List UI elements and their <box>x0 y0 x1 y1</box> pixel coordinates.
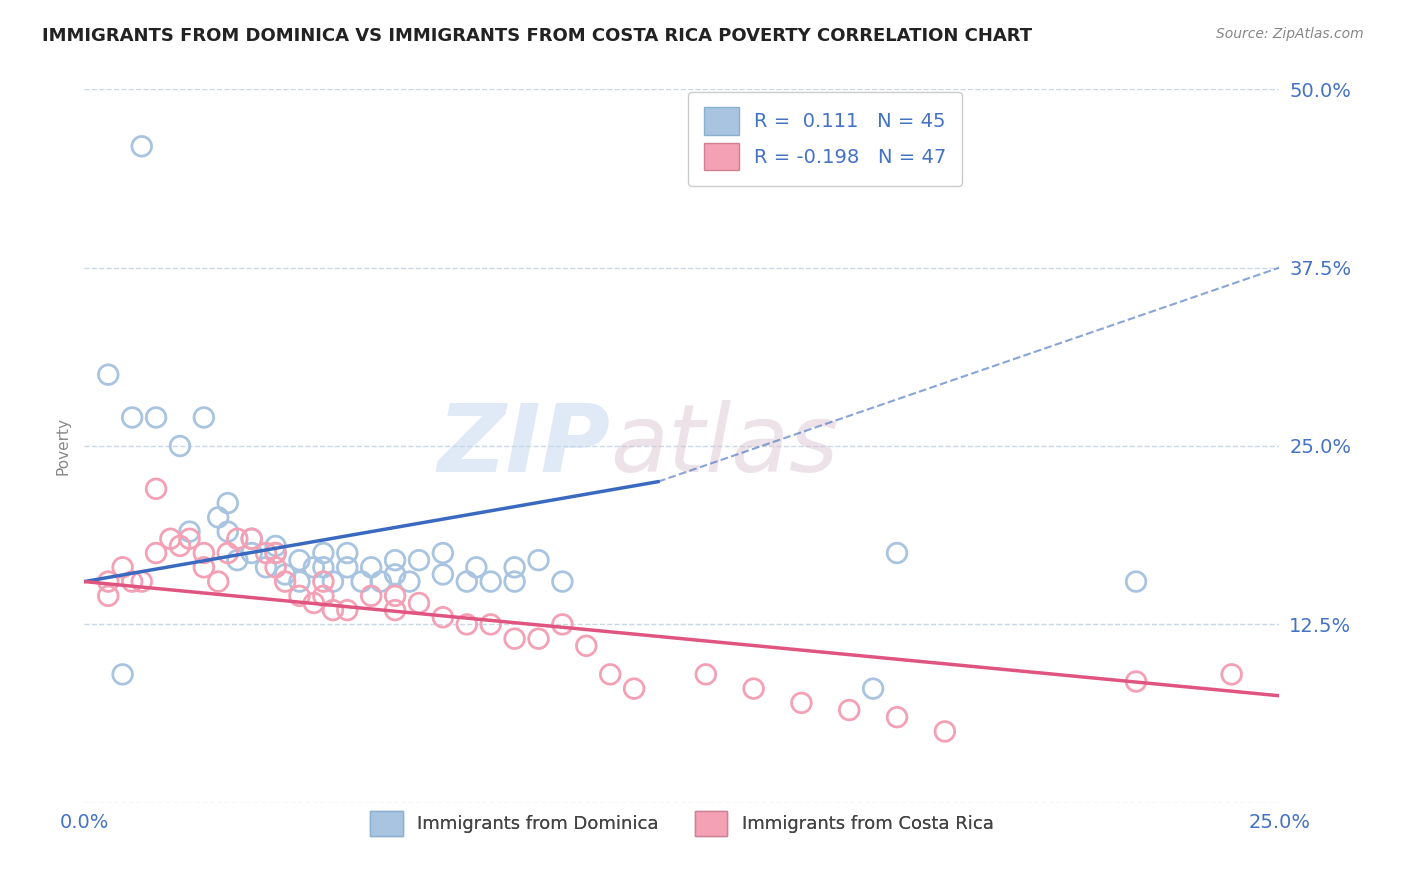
Point <box>336 603 359 617</box>
Text: atlas: atlas <box>610 401 838 491</box>
Point <box>408 553 430 567</box>
Point <box>384 603 406 617</box>
Point <box>159 532 181 546</box>
Point <box>240 532 263 546</box>
Point <box>838 703 860 717</box>
Point <box>288 589 311 603</box>
Point <box>97 574 120 589</box>
Point <box>479 574 502 589</box>
Point <box>254 560 277 574</box>
Point <box>322 574 344 589</box>
Point <box>862 681 884 696</box>
Point <box>179 532 201 546</box>
Point <box>408 596 430 610</box>
Point <box>551 574 574 589</box>
Point <box>97 368 120 382</box>
Text: ZIP: ZIP <box>437 400 610 492</box>
Point <box>432 610 454 624</box>
Point <box>527 553 550 567</box>
Point <box>742 681 765 696</box>
Point <box>111 667 134 681</box>
Point <box>111 560 134 574</box>
Point <box>432 567 454 582</box>
Point <box>432 546 454 560</box>
Point <box>336 546 359 560</box>
Point <box>121 410 143 425</box>
Point <box>193 546 215 560</box>
Point <box>503 574 526 589</box>
Point <box>479 617 502 632</box>
Point <box>384 567 406 582</box>
Point <box>264 539 287 553</box>
Point <box>264 560 287 574</box>
Point <box>312 560 335 574</box>
Point <box>121 574 143 589</box>
Point <box>302 596 325 610</box>
Point <box>217 524 239 539</box>
Point <box>226 532 249 546</box>
Point <box>551 617 574 632</box>
Point <box>288 553 311 567</box>
Point <box>312 546 335 560</box>
Point <box>1125 674 1147 689</box>
Point <box>217 546 239 560</box>
Point <box>97 589 120 603</box>
Point <box>695 667 717 681</box>
Point <box>623 681 645 696</box>
Point <box>350 574 373 589</box>
Point <box>193 560 215 574</box>
Point <box>145 546 167 560</box>
Point <box>503 632 526 646</box>
Point <box>274 574 297 589</box>
Point <box>193 410 215 425</box>
Point <box>336 560 359 574</box>
Point <box>1220 667 1243 681</box>
Point <box>886 710 908 724</box>
Y-axis label: Poverty: Poverty <box>55 417 70 475</box>
Point <box>131 139 153 153</box>
Point <box>145 482 167 496</box>
Point <box>312 589 335 603</box>
Point <box>384 553 406 567</box>
Point <box>254 546 277 560</box>
Text: IMMIGRANTS FROM DOMINICA VS IMMIGRANTS FROM COSTA RICA POVERTY CORRELATION CHART: IMMIGRANTS FROM DOMINICA VS IMMIGRANTS F… <box>42 27 1032 45</box>
Point <box>169 439 191 453</box>
Point <box>207 574 229 589</box>
Point <box>886 546 908 560</box>
Point <box>575 639 598 653</box>
Point <box>398 574 420 589</box>
Point <box>217 496 239 510</box>
Point <box>240 546 263 560</box>
Point <box>312 574 335 589</box>
Point <box>599 667 621 681</box>
Point <box>503 560 526 574</box>
Point <box>527 632 550 646</box>
Point <box>322 603 344 617</box>
Point <box>1125 574 1147 589</box>
Point <box>240 532 263 546</box>
Point <box>207 510 229 524</box>
Text: Source: ZipAtlas.com: Source: ZipAtlas.com <box>1216 27 1364 41</box>
Point <box>934 724 956 739</box>
Point <box>226 553 249 567</box>
Legend: Immigrants from Dominica, Immigrants from Costa Rica: Immigrants from Dominica, Immigrants fro… <box>356 797 1008 851</box>
Point <box>384 589 406 603</box>
Point <box>131 574 153 589</box>
Point <box>456 617 478 632</box>
Point <box>302 560 325 574</box>
Point <box>145 410 167 425</box>
Point <box>264 546 287 560</box>
Point <box>456 574 478 589</box>
Point <box>465 560 488 574</box>
Point <box>274 567 297 582</box>
Point <box>360 560 382 574</box>
Point <box>360 589 382 603</box>
Point <box>264 546 287 560</box>
Point <box>790 696 813 710</box>
Point <box>370 574 392 589</box>
Point <box>179 524 201 539</box>
Point <box>169 539 191 553</box>
Point <box>288 574 311 589</box>
